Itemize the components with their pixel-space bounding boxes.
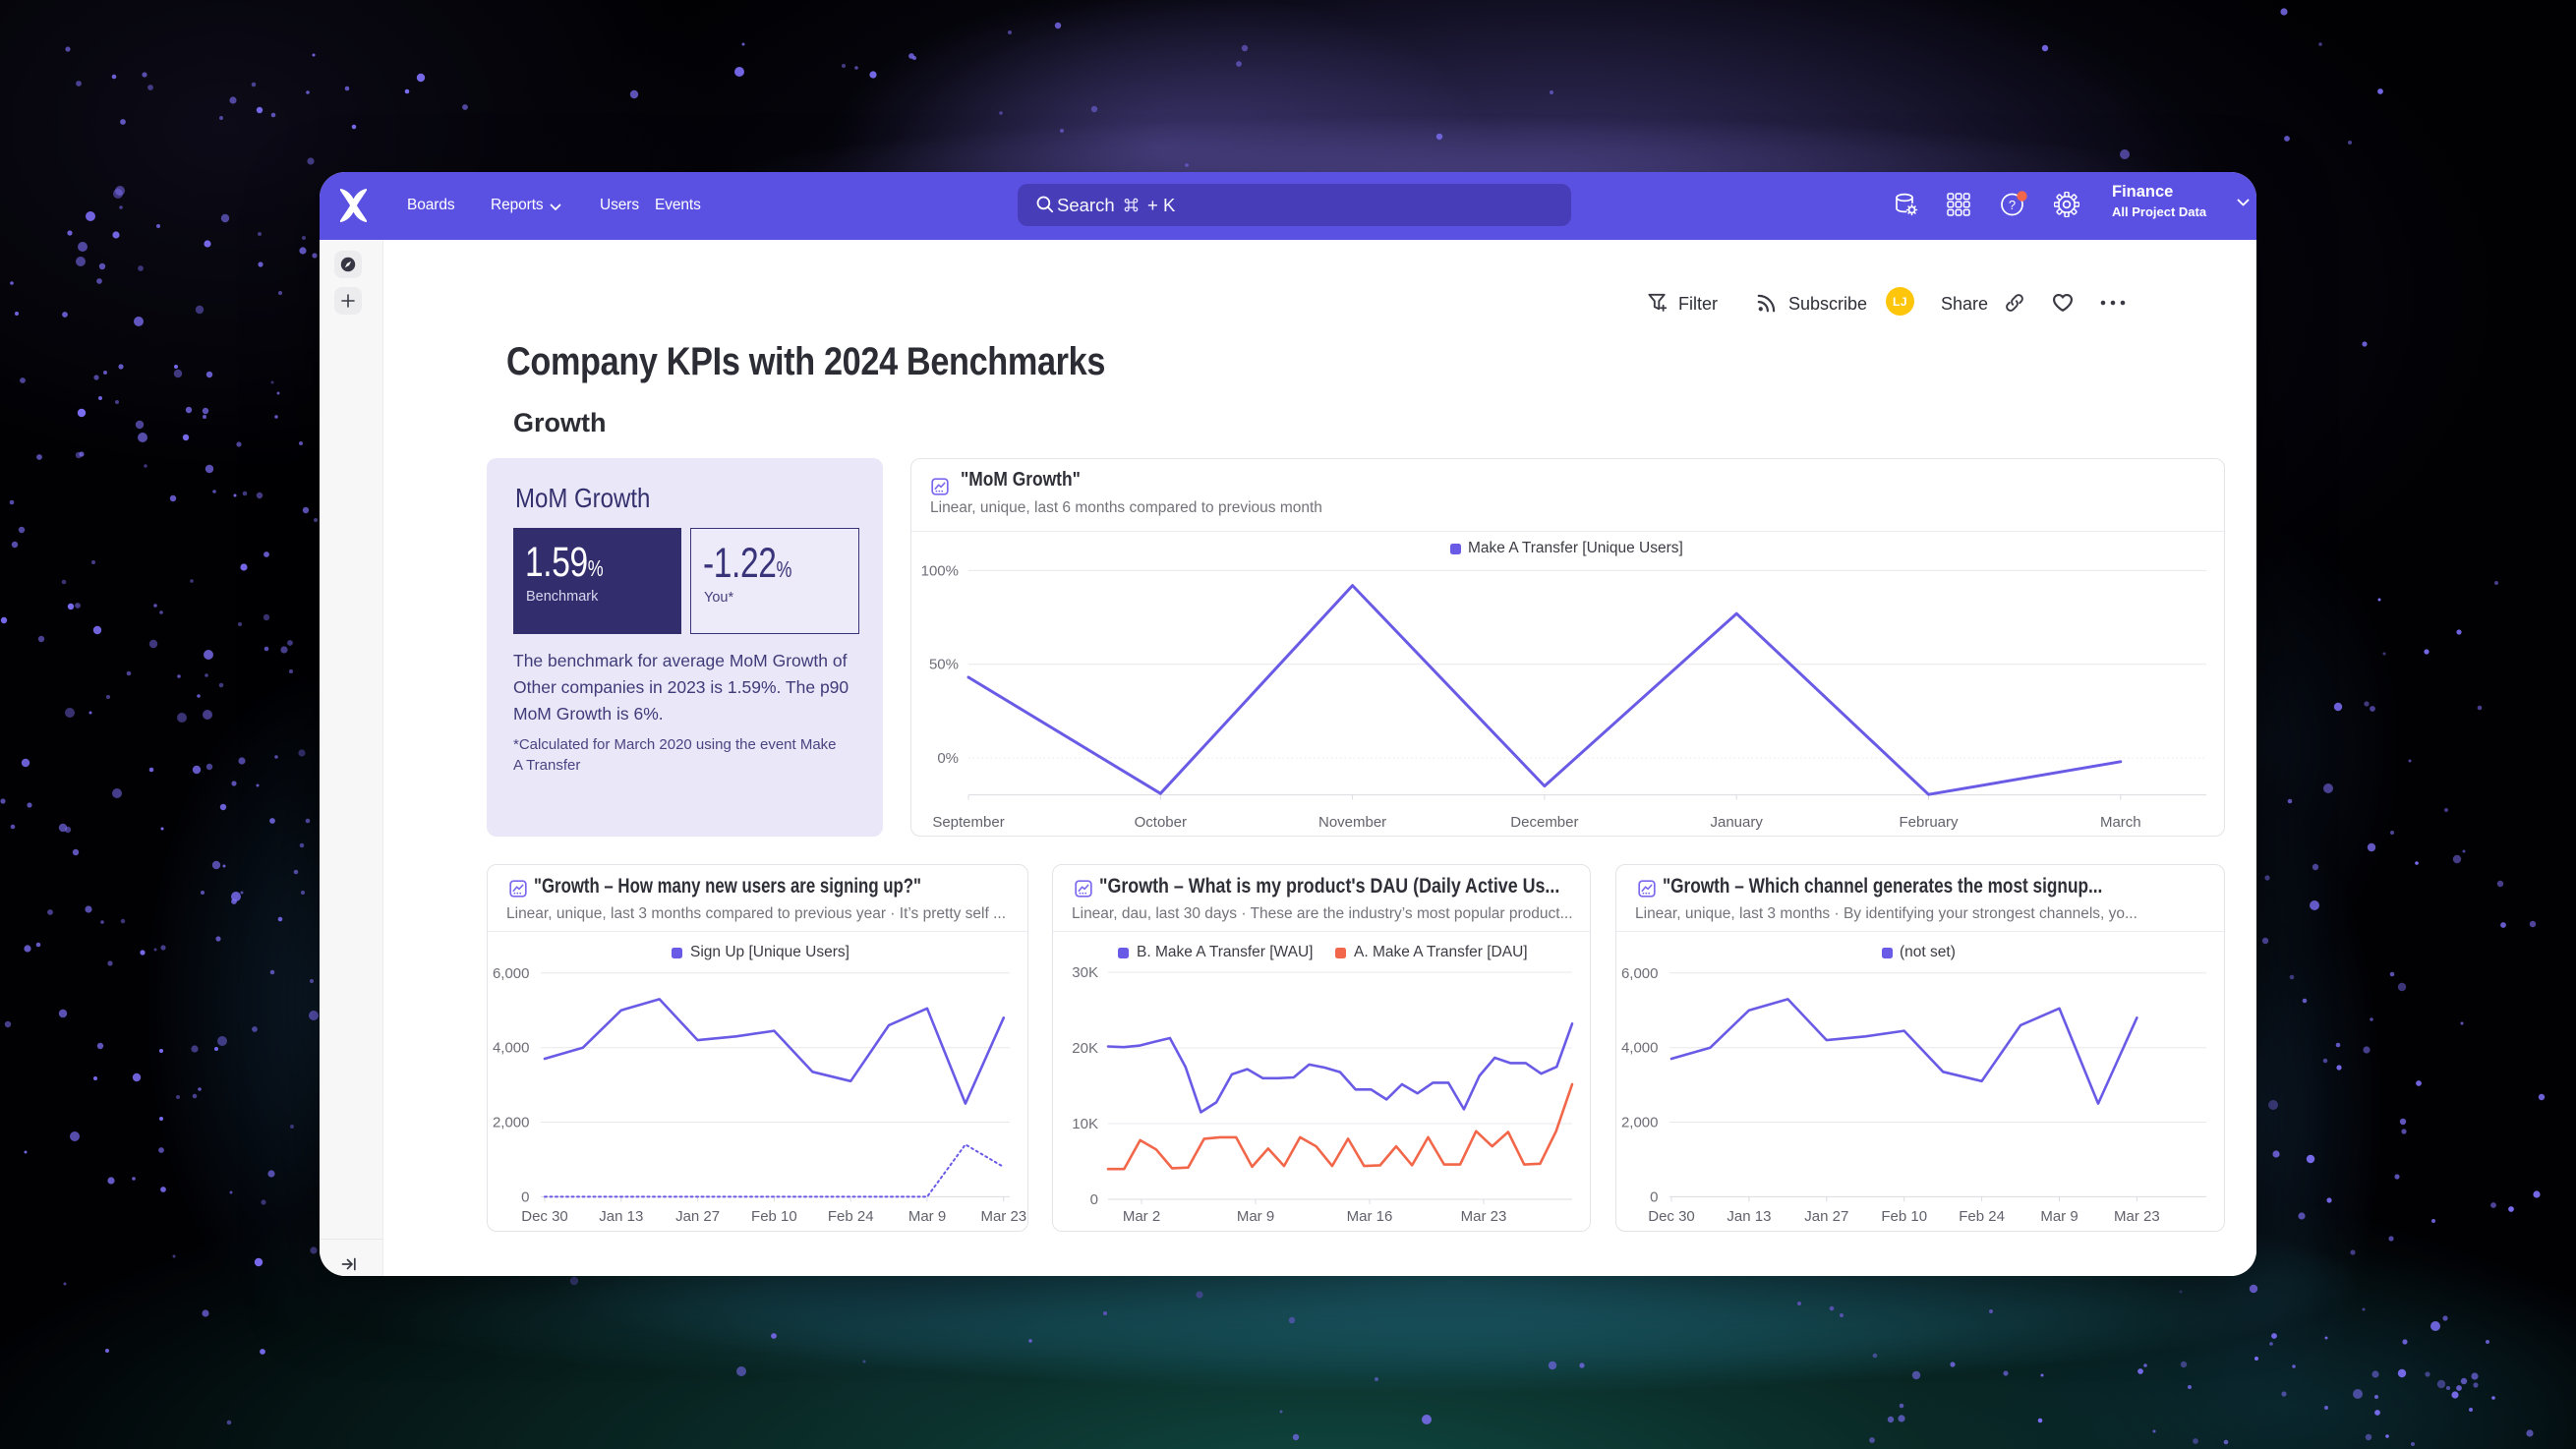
svg-text:Feb 10: Feb 10	[751, 1208, 797, 1225]
svg-text:December: December	[1510, 814, 1578, 831]
svg-text:Jan 13: Jan 13	[599, 1208, 643, 1225]
svg-text:20K: 20K	[1072, 1040, 1098, 1057]
svg-text:Mar 9: Mar 9	[908, 1208, 946, 1225]
svg-text:Feb 24: Feb 24	[1959, 1208, 2005, 1225]
svg-text:4,000: 4,000	[493, 1040, 530, 1057]
svg-text:January: January	[1711, 814, 1764, 831]
svg-text:50%: 50%	[929, 657, 959, 673]
svg-text:0: 0	[1650, 1188, 1658, 1205]
svg-text:Jan 13: Jan 13	[1727, 1208, 1771, 1225]
svg-text:6,000: 6,000	[1621, 965, 1659, 982]
svg-text:0: 0	[521, 1188, 529, 1205]
svg-text:Mar 16: Mar 16	[1347, 1208, 1393, 1225]
svg-text:6,000: 6,000	[493, 965, 530, 982]
svg-text:0: 0	[1090, 1191, 1098, 1208]
svg-text:Mar 9: Mar 9	[1237, 1208, 1274, 1225]
svg-text:?: ?	[2009, 198, 2016, 212]
svg-text:100%: 100%	[921, 562, 959, 579]
svg-text:Dec 30: Dec 30	[521, 1208, 568, 1225]
svg-text:Mar 23: Mar 23	[2114, 1208, 2160, 1225]
svg-text:Mar 2: Mar 2	[1123, 1208, 1160, 1225]
svg-text:2,000: 2,000	[493, 1115, 530, 1131]
svg-text:4,000: 4,000	[1621, 1040, 1659, 1057]
svg-text:Mar 23: Mar 23	[1461, 1208, 1507, 1225]
svg-text:October: October	[1135, 814, 1187, 831]
svg-text:Jan 27: Jan 27	[675, 1208, 720, 1225]
svg-text:Jan 27: Jan 27	[1804, 1208, 1848, 1225]
svg-text:30K: 30K	[1072, 964, 1098, 981]
svg-text:Feb 10: Feb 10	[1881, 1208, 1927, 1225]
svg-text:Mar 23: Mar 23	[980, 1208, 1026, 1225]
svg-text:2,000: 2,000	[1621, 1115, 1659, 1131]
svg-text:November: November	[1318, 814, 1386, 831]
svg-text:Feb 24: Feb 24	[828, 1208, 874, 1225]
svg-text:September: September	[932, 814, 1004, 831]
svg-text:10K: 10K	[1072, 1116, 1098, 1132]
svg-text:February: February	[1899, 814, 1959, 831]
svg-text:Mar 9: Mar 9	[2040, 1208, 2078, 1225]
svg-text:0%: 0%	[937, 750, 959, 767]
svg-text:Dec 30: Dec 30	[1648, 1208, 1695, 1225]
svg-text:March: March	[2100, 814, 2141, 831]
